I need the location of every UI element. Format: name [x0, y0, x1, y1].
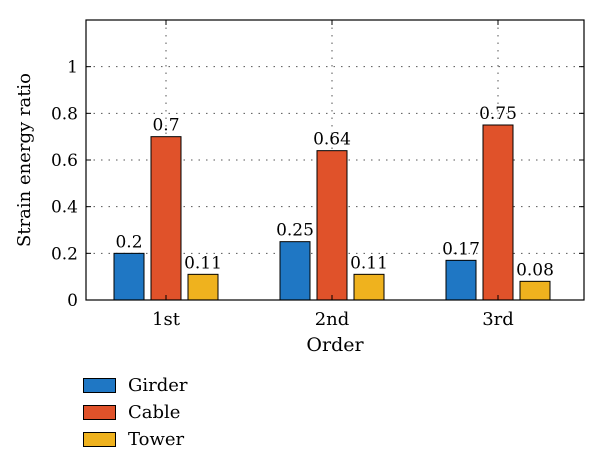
legend-item-cable: Cable	[83, 399, 188, 426]
bar	[113, 252, 145, 301]
bars	[113, 124, 551, 301]
data-labels: 0.2 0.25 0.17 0.7 0.64 0.75 0.11 0.11 0.08	[115, 104, 553, 280]
x-tick-label: 1st	[152, 309, 181, 330]
data-label: 0.25	[276, 221, 314, 241]
data-label: 0.11	[350, 253, 388, 273]
plot-frame	[85, 19, 585, 301]
bar	[279, 241, 311, 301]
y-axis: 0 0.2 0.4 0.6 0.8 1	[51, 58, 584, 311]
data-label: 0.2	[115, 232, 142, 252]
legend: Girder Cable Tower	[83, 372, 188, 453]
x-tick-label: 2nd	[315, 309, 350, 330]
bar	[187, 273, 219, 301]
legend-swatch-tower	[83, 432, 116, 447]
bar	[353, 273, 385, 301]
data-label: 0.75	[479, 104, 517, 124]
bar	[482, 124, 514, 301]
legend-swatch-girder	[83, 378, 116, 393]
y-tick-label: 0.4	[51, 198, 78, 218]
y-tick-label: 1	[67, 58, 78, 78]
x-tick-label: 3rd	[482, 309, 514, 330]
x-axis-title: Order	[306, 334, 364, 356]
legend-swatch-cable	[83, 405, 116, 420]
x-axis: 1st 2nd 3rd	[152, 20, 514, 330]
bar	[519, 280, 551, 301]
bar	[445, 259, 477, 301]
y-tick-label: 0.6	[51, 151, 78, 171]
legend-label-cable: Cable	[128, 401, 181, 423]
data-label: 0.08	[516, 260, 554, 280]
bar	[150, 136, 182, 301]
chart: 0.20.250.170.70.640.750.11 0.11 0.08 00.20…	[14, 19, 585, 356]
data-label: 0.17	[442, 239, 480, 259]
data-label: 0.7	[152, 116, 179, 136]
y-tick-label: 0.8	[51, 104, 78, 124]
y-tick-label: 0	[67, 291, 78, 311]
y-axis-title: Strain energy ratio	[14, 73, 35, 247]
legend-item-girder: Girder	[83, 372, 188, 399]
y-tick-label: 0.2	[51, 244, 78, 264]
bar	[316, 150, 348, 301]
data-label: 0.11	[184, 253, 222, 273]
legend-label-tower: Tower	[128, 428, 185, 450]
legend-label-girder: Girder	[128, 374, 188, 396]
data-label: 0.64	[313, 130, 351, 150]
legend-item-tower: Tower	[83, 426, 188, 453]
